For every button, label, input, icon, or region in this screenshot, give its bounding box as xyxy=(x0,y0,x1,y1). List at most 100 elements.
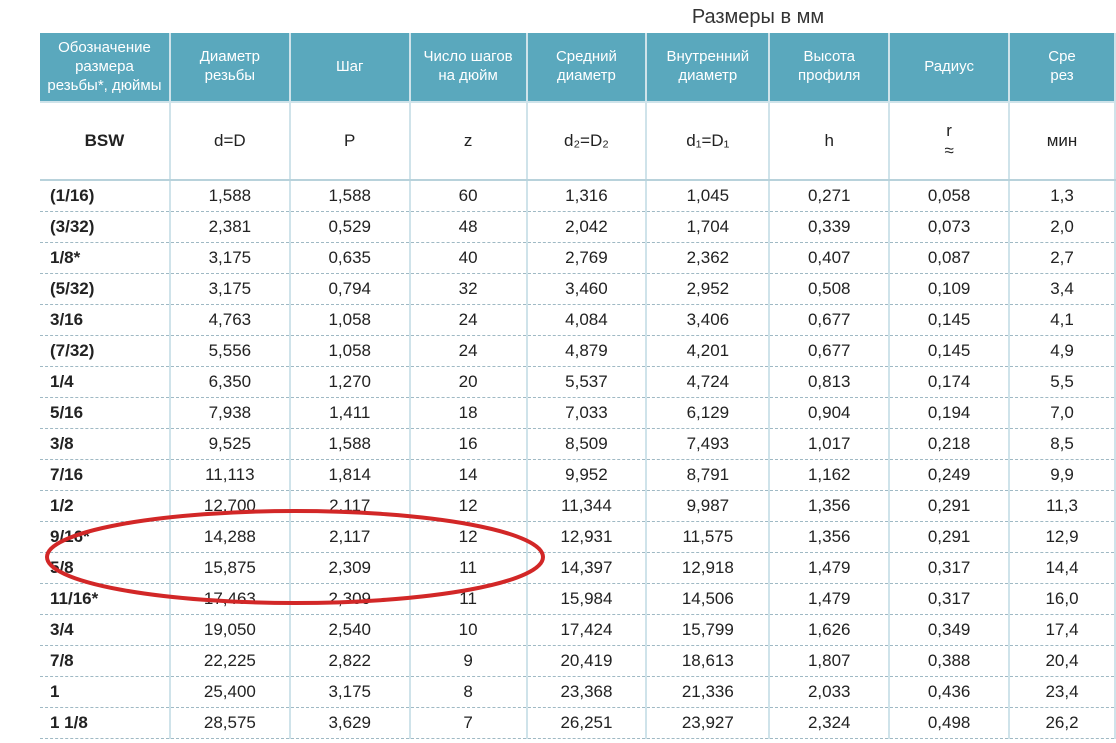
cell: 11,344 xyxy=(527,491,647,522)
row-label: 9/16* xyxy=(40,522,170,553)
cell: 48 xyxy=(410,212,527,243)
row-label: 1 1/8 xyxy=(40,708,170,739)
cell: 3,460 xyxy=(527,274,647,305)
cell: 0,291 xyxy=(889,491,1009,522)
cell: 4,9 xyxy=(1009,336,1115,367)
cell: 2,309 xyxy=(290,553,410,584)
cell: 2,042 xyxy=(527,212,647,243)
cell: 9,525 xyxy=(170,429,290,460)
column-header: Внутренний диаметр xyxy=(646,33,769,102)
cell: 0,271 xyxy=(769,180,889,212)
cell: 21,336 xyxy=(646,677,769,708)
cell: 23,368 xyxy=(527,677,647,708)
cell: 0,529 xyxy=(290,212,410,243)
column-header: Сререз xyxy=(1009,33,1115,102)
cell: 0,109 xyxy=(889,274,1009,305)
cell: 8 xyxy=(410,677,527,708)
cell: 4,879 xyxy=(527,336,647,367)
cell: 1,588 xyxy=(290,180,410,212)
cell: 7,0 xyxy=(1009,398,1115,429)
cell: 2,7 xyxy=(1009,243,1115,274)
row-label: 5/8 xyxy=(40,553,170,584)
table-row: 9/16*14,2882,1171212,93111,5751,3560,291… xyxy=(40,522,1115,553)
cell: 28,575 xyxy=(170,708,290,739)
column-subheader: BSW xyxy=(40,102,170,180)
cell: 3,406 xyxy=(646,305,769,336)
cell: 2,0 xyxy=(1009,212,1115,243)
cell: 5,556 xyxy=(170,336,290,367)
cell: 0,407 xyxy=(769,243,889,274)
cell: 2,362 xyxy=(646,243,769,274)
table-row: 125,4003,175823,36821,3362,0330,43623,4 xyxy=(40,677,1115,708)
column-subheader: мин xyxy=(1009,102,1115,180)
column-header: Число шагов на дюйм xyxy=(410,33,527,102)
row-label: (7/32) xyxy=(40,336,170,367)
cell: 3,175 xyxy=(170,274,290,305)
cell: 2,952 xyxy=(646,274,769,305)
cell: 15,799 xyxy=(646,615,769,646)
cell: 0,194 xyxy=(889,398,1009,429)
row-label: 3/16 xyxy=(40,305,170,336)
cell: 1,270 xyxy=(290,367,410,398)
column-subheader: d=D xyxy=(170,102,290,180)
table-row: 3/89,5251,588168,5097,4931,0170,2188,5 xyxy=(40,429,1115,460)
cell: 0,058 xyxy=(889,180,1009,212)
cell: 26,251 xyxy=(527,708,647,739)
row-label: 1/8* xyxy=(40,243,170,274)
column-subheader: d₁=D₁ xyxy=(646,102,769,180)
cell: 0,087 xyxy=(889,243,1009,274)
cell: 2,540 xyxy=(290,615,410,646)
column-header: Средний диаметр xyxy=(527,33,647,102)
cell: 0,291 xyxy=(889,522,1009,553)
cell: 1,479 xyxy=(769,584,889,615)
cell: 14,288 xyxy=(170,522,290,553)
cell: 3,4 xyxy=(1009,274,1115,305)
cell: 0,436 xyxy=(889,677,1009,708)
cell: 1,316 xyxy=(527,180,647,212)
cell: 9,9 xyxy=(1009,460,1115,491)
cell: 0,813 xyxy=(769,367,889,398)
cell: 1,807 xyxy=(769,646,889,677)
cell: 0,508 xyxy=(769,274,889,305)
cell: 15,984 xyxy=(527,584,647,615)
column-subheader: d₂=D₂ xyxy=(527,102,647,180)
cell: 9 xyxy=(410,646,527,677)
cell: 0,073 xyxy=(889,212,1009,243)
row-label: 1 xyxy=(40,677,170,708)
cell: 11,113 xyxy=(170,460,290,491)
cell: 2,117 xyxy=(290,491,410,522)
column-subheader: P xyxy=(290,102,410,180)
cell: 0,677 xyxy=(769,336,889,367)
cell: 11 xyxy=(410,553,527,584)
cell: 12,9 xyxy=(1009,522,1115,553)
cell: 1,017 xyxy=(769,429,889,460)
cell: 24 xyxy=(410,336,527,367)
cell: 8,509 xyxy=(527,429,647,460)
cell: 3,175 xyxy=(290,677,410,708)
cell: 7,493 xyxy=(646,429,769,460)
cell: 12 xyxy=(410,522,527,553)
table-row: 11/16*17,4632,3091115,98414,5061,4790,31… xyxy=(40,584,1115,615)
cell: 5,5 xyxy=(1009,367,1115,398)
table-row: 3/419,0502,5401017,42415,7991,6260,34917… xyxy=(40,615,1115,646)
table-wrap: Обозначение размера резьбы*, дюймыДиамет… xyxy=(0,33,1116,739)
table-row: 3/164,7631,058244,0843,4060,6770,1454,1 xyxy=(40,305,1115,336)
cell: 6,350 xyxy=(170,367,290,398)
cell: 9,987 xyxy=(646,491,769,522)
cell: 3,629 xyxy=(290,708,410,739)
table-row: (3/32)2,3810,529482,0421,7040,3390,0732,… xyxy=(40,212,1115,243)
cell: 11 xyxy=(410,584,527,615)
table-row: 5/815,8752,3091114,39712,9181,4790,31714… xyxy=(40,553,1115,584)
cell: 26,2 xyxy=(1009,708,1115,739)
cell: 4,1 xyxy=(1009,305,1115,336)
table-row: 1/8*3,1750,635402,7692,3620,4070,0872,7 xyxy=(40,243,1115,274)
cell: 0,145 xyxy=(889,305,1009,336)
table-row: 1/212,7002,1171211,3449,9871,3560,29111,… xyxy=(40,491,1115,522)
column-header: Обозначение размера резьбы*, дюймы xyxy=(40,33,170,102)
table-row: 1 1/828,5753,629726,25123,9272,3240,4982… xyxy=(40,708,1115,739)
cell: 2,381 xyxy=(170,212,290,243)
column-header: Радиус xyxy=(889,33,1009,102)
row-label: 3/4 xyxy=(40,615,170,646)
cell: 1,588 xyxy=(290,429,410,460)
row-label: (5/32) xyxy=(40,274,170,305)
